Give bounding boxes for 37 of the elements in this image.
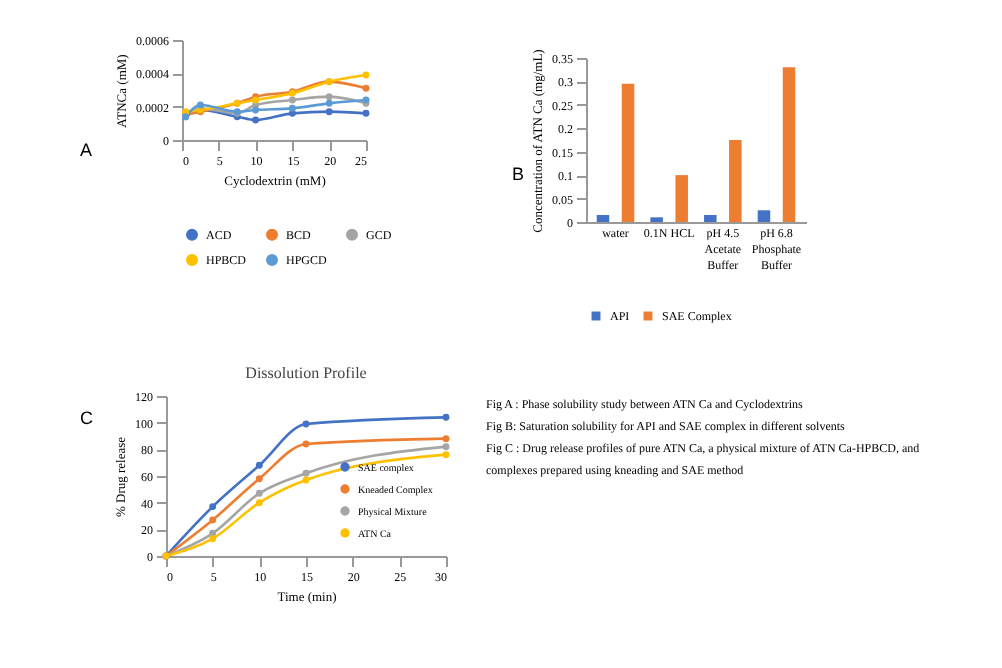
point: [442, 443, 450, 451]
point: [302, 440, 310, 448]
bar: [596, 214, 610, 222]
point: [442, 435, 450, 443]
bar: [729, 140, 742, 222]
point: [255, 475, 263, 483]
bar: [675, 175, 688, 222]
point: [302, 420, 310, 428]
bar: [704, 214, 717, 222]
point: [442, 451, 450, 459]
point: [442, 413, 450, 421]
bar: [621, 83, 635, 222]
point: [252, 106, 260, 114]
point: [288, 96, 296, 104]
bar: [782, 67, 796, 222]
point: [325, 93, 333, 101]
point: [325, 99, 333, 107]
point: [209, 529, 217, 537]
text: C: [80, 408, 93, 428]
point: [302, 469, 310, 477]
point: [255, 461, 263, 469]
point: [209, 535, 217, 543]
point: [362, 84, 370, 92]
point: [255, 499, 263, 507]
point: [362, 109, 370, 117]
point: [209, 503, 217, 511]
point: [325, 108, 333, 116]
point: [302, 476, 310, 484]
point: [252, 116, 260, 124]
chart-title: Dissolution Profile: [245, 364, 368, 382]
point: [209, 516, 217, 524]
text: B: [512, 164, 525, 184]
bar: [757, 210, 771, 222]
text: A: [80, 140, 93, 160]
point: [288, 104, 296, 112]
point: [362, 71, 370, 79]
point: [255, 489, 263, 497]
